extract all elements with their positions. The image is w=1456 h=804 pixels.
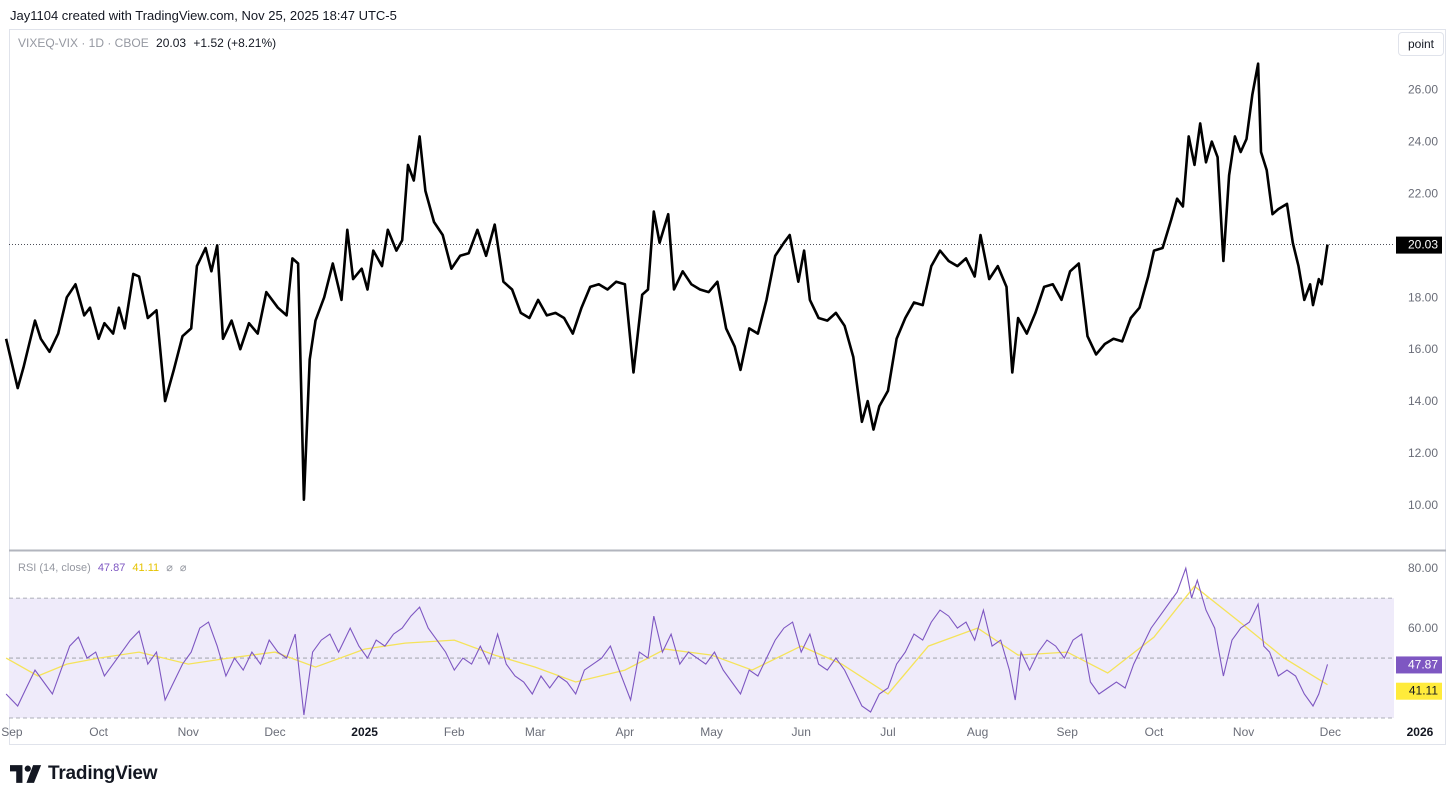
time-tick-label: Feb — [444, 725, 465, 739]
symbol-label: VIXEQ-VIX · 1D · CBOE — [18, 36, 149, 50]
tv-logo-icon — [10, 765, 42, 783]
rsi-value-badge-bg — [1396, 656, 1442, 674]
rsi-ma-value: 41.11 — [132, 562, 160, 574]
rsi-legend[interactable]: RSI (14, close) 47.87 41.11 ⌀ ⌀ — [18, 561, 187, 574]
tradingview-logo[interactable]: TradingView — [10, 763, 158, 785]
time-tick-label: Jun — [792, 725, 811, 739]
time-tick-label: Apr — [616, 725, 635, 739]
rsi-axis[interactable]: 60.00 80.00 — [1408, 561, 1438, 635]
last-price-badge: 20.03 — [1408, 238, 1438, 252]
time-tick-label: Dec — [1320, 725, 1341, 739]
symbol-legend[interactable]: VIXEQ-VIX · 1D · CBOE 20.03 +1.52 (+8.21… — [18, 36, 276, 50]
rsi-ma-badge-bg — [1396, 682, 1442, 700]
chart-frame — [9, 29, 1446, 745]
time-tick-label: Oct — [89, 725, 108, 739]
price-tick-label: 22.00 — [1408, 186, 1438, 200]
time-axis[interactable]: Sep Oct Nov Dec 2025 Feb Mar Apr May Jun Jul Aug Sep… — [1, 725, 1433, 739]
price-tick-label: 14.00 — [1408, 394, 1438, 408]
time-tick-label: Oct — [1145, 725, 1164, 739]
value-badges: 20.03 47.87 41.11 — [1396, 236, 1442, 700]
time-tick-label: Sep — [1, 725, 23, 739]
time-tick-label: 2026 — [1407, 725, 1434, 739]
price-axis[interactable]: 10.0012.0014.0016.0018.0020.0022.0024.00… — [1408, 83, 1438, 512]
time-tick-label: 2025 — [351, 725, 378, 739]
price-tick-label: 16.00 — [1408, 342, 1438, 356]
rsi-ma-line — [5, 585, 1328, 695]
rsi-ma-badge: 41.11 — [1409, 684, 1438, 698]
time-tick-label: Nov — [178, 725, 199, 739]
time-tick-label: Dec — [264, 725, 285, 739]
rsi-tick-label: 60.00 — [1408, 621, 1438, 635]
time-tick-label: Jul — [880, 725, 895, 739]
rsi-value: 47.87 — [97, 562, 126, 574]
hidden-value-icon: ⌀ — [166, 562, 173, 574]
time-tick-label: Sep — [1057, 725, 1079, 739]
last-value: 20.03 — [156, 36, 187, 50]
time-tick-label: Nov — [1233, 725, 1254, 739]
created-note: Jay1104 created with TradingView.com, No… — [10, 8, 397, 23]
time-tick-label: Aug — [967, 725, 988, 739]
price-tick-label: 10.00 — [1408, 498, 1438, 512]
brand-name: TradingView — [48, 763, 158, 784]
rsi-line — [5, 566, 1329, 716]
point-button[interactable]: point — [1398, 32, 1444, 56]
rsi-label: RSI (14, close) — [18, 562, 91, 574]
rsi-value-badge: 47.87 — [1408, 657, 1438, 671]
price-tick-label: 12.00 — [1408, 446, 1438, 460]
price-tick-label: 24.00 — [1408, 135, 1438, 149]
price-line — [4, 62, 1329, 501]
price-tick-label: 18.00 — [1408, 290, 1438, 304]
time-tick-label: May — [700, 725, 723, 739]
price-tick-label: 26.00 — [1408, 83, 1438, 97]
last-price-badge-bg — [1396, 236, 1442, 254]
rsi-tick-label: 80.00 — [1408, 561, 1438, 575]
rsi-band — [9, 598, 1394, 718]
hidden-value-icon: ⌀ — [179, 562, 187, 574]
time-tick-label: Mar — [525, 725, 546, 739]
change-value: +1.52 (+8.21%) — [193, 36, 277, 50]
